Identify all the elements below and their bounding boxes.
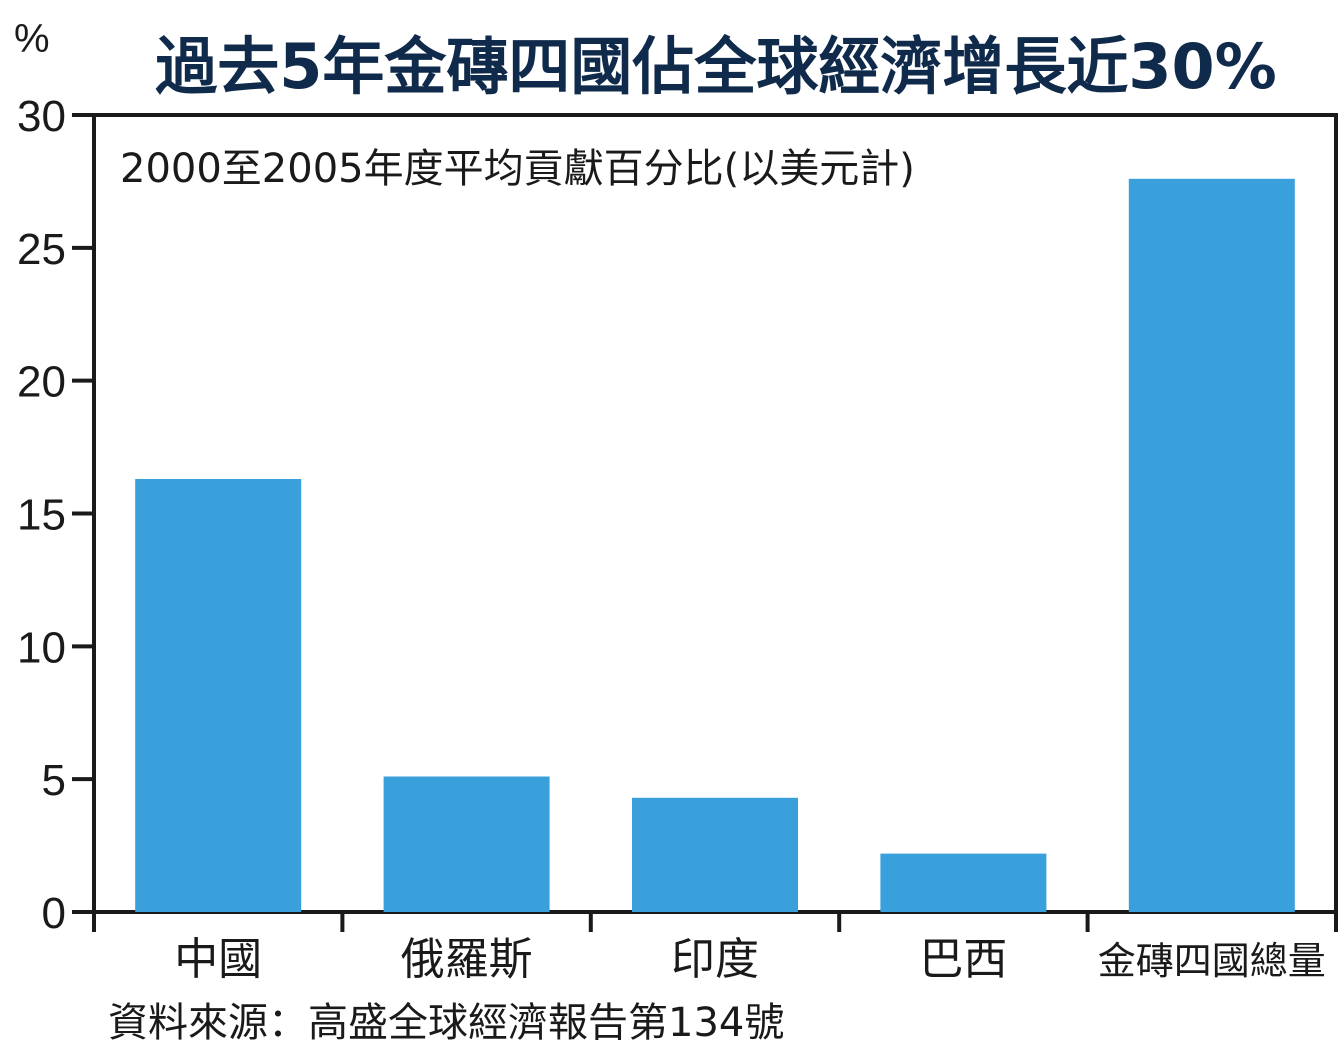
category-label-2: 印度	[671, 934, 759, 985]
y-unit-label: %	[14, 17, 50, 61]
source-note: 資料來源：高盛全球經濟報告第134號	[108, 1000, 784, 1046]
bar-4	[1128, 178, 1295, 913]
y-tick-label-5: 25	[17, 225, 66, 274]
y-tick-label-3: 15	[17, 491, 66, 540]
bar-2	[632, 797, 798, 912]
y-tick-label-6: 30	[17, 92, 66, 141]
category-label-0: 中國	[174, 934, 262, 985]
bar-3	[880, 853, 1047, 912]
y-tick-label-2: 10	[17, 623, 66, 672]
bar-1	[383, 776, 550, 912]
bars	[135, 178, 1295, 913]
y-axis-ticks: 0 5 10 15 20 25 30	[17, 92, 94, 938]
category-label-1: 俄羅斯	[401, 934, 533, 985]
category-label-3: 巴西	[919, 934, 1007, 985]
x-axis-ticks: 中國 俄羅斯 印度 巴西 金磚四國總量	[92, 912, 1338, 985]
bar-0	[135, 479, 302, 912]
chart-subtitle: 2000至2005年度平均貢獻百分比(以美元計)	[120, 146, 915, 192]
plot-area: 0 5 10 15 20 25 30 中國 俄羅斯 印度 巴西 金磚四國總量 2000至2005年度…	[17, 92, 1338, 985]
y-tick-label-0: 0	[42, 889, 66, 938]
y-tick-label-4: 20	[17, 358, 66, 407]
chart-title: 過去5年金磚四國佔全球經濟增長近30%	[155, 30, 1277, 103]
y-tick-label-1: 5	[42, 756, 66, 805]
category-label-4: 金磚四國總量	[1098, 939, 1326, 983]
